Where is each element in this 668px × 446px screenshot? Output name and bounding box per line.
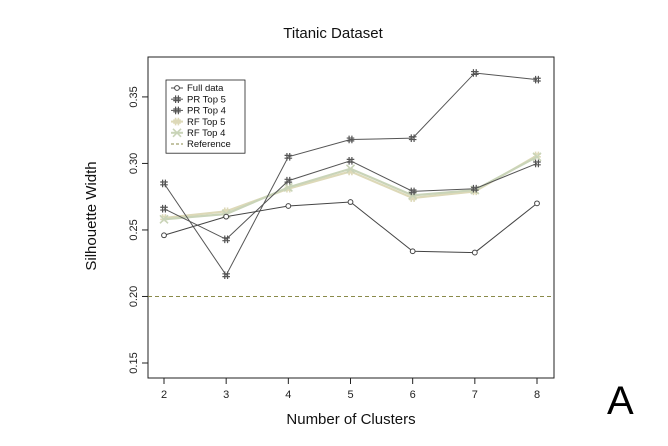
- data-point: [532, 152, 542, 162]
- data-point: [471, 249, 478, 256]
- data-point: [159, 214, 169, 224]
- data-point: [408, 187, 417, 196]
- legend-marker: [172, 128, 182, 138]
- data-point: [345, 164, 356, 174]
- data-point: [346, 167, 355, 176]
- data-point: [534, 200, 540, 207]
- legend-marker: [173, 117, 181, 126]
- legend-label: RF Top 4: [187, 128, 225, 139]
- data-point: [408, 194, 417, 202]
- x-axis-label: Number of Clusters: [286, 411, 415, 428]
- data-point: [283, 182, 293, 192]
- x-tick-label: 4: [285, 389, 291, 401]
- legend-marker: [173, 95, 181, 103]
- legend-box: [165, 79, 246, 154]
- y-tick-label: 0.20: [128, 286, 140, 307]
- series-line: [163, 201, 538, 254]
- legend-label: PR Top 5: [187, 94, 226, 105]
- data-point: [408, 134, 417, 142]
- legend-label: PR Top 4: [187, 106, 226, 117]
- legend-marker: [174, 85, 180, 91]
- data-point: [347, 199, 354, 205]
- series-line: [163, 154, 538, 220]
- x-tick-label: 8: [534, 389, 540, 401]
- data-point: [160, 179, 168, 188]
- data-point: [222, 271, 230, 279]
- data-point: [346, 135, 355, 144]
- legend-label: Full data: [187, 83, 224, 94]
- legend-label: Reference: [187, 139, 231, 150]
- data-point: [284, 176, 293, 185]
- series-line: [163, 160, 538, 240]
- data-point: [222, 235, 230, 244]
- legend-marker: [173, 106, 181, 115]
- data-point: [284, 152, 293, 161]
- data-point: [533, 75, 541, 84]
- data-point: [471, 184, 479, 193]
- panel-label: A: [607, 379, 634, 423]
- x-tick-label: 6: [410, 389, 416, 401]
- y-tick-label: 0.30: [128, 153, 140, 174]
- data-point: [409, 248, 416, 255]
- x-tick-label: 7: [472, 389, 478, 401]
- x-tick-label: 5: [347, 389, 353, 401]
- data-point: [285, 203, 292, 209]
- y-tick-label: 0.25: [128, 219, 140, 240]
- legend-label: RF Top 5: [187, 117, 225, 128]
- data-point: [160, 204, 168, 213]
- y-tick-label: 0.15: [128, 352, 140, 373]
- data-point: [346, 156, 355, 165]
- series-line: [163, 72, 538, 277]
- data-point: [223, 213, 230, 220]
- y-tick-label: 0.35: [128, 86, 140, 107]
- chart-title: Titanic Dataset: [283, 25, 383, 42]
- data-point: [533, 159, 541, 168]
- x-tick-label: 2: [161, 389, 167, 401]
- data-point: [471, 69, 479, 77]
- y-axis-label: Silhouette Width: [83, 161, 100, 270]
- x-tick-label: 3: [223, 389, 229, 401]
- data-point: [161, 232, 167, 239]
- data-point: [222, 207, 230, 216]
